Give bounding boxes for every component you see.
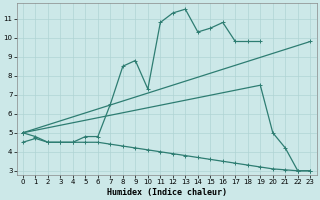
X-axis label: Humidex (Indice chaleur): Humidex (Indice chaleur) xyxy=(107,188,227,197)
